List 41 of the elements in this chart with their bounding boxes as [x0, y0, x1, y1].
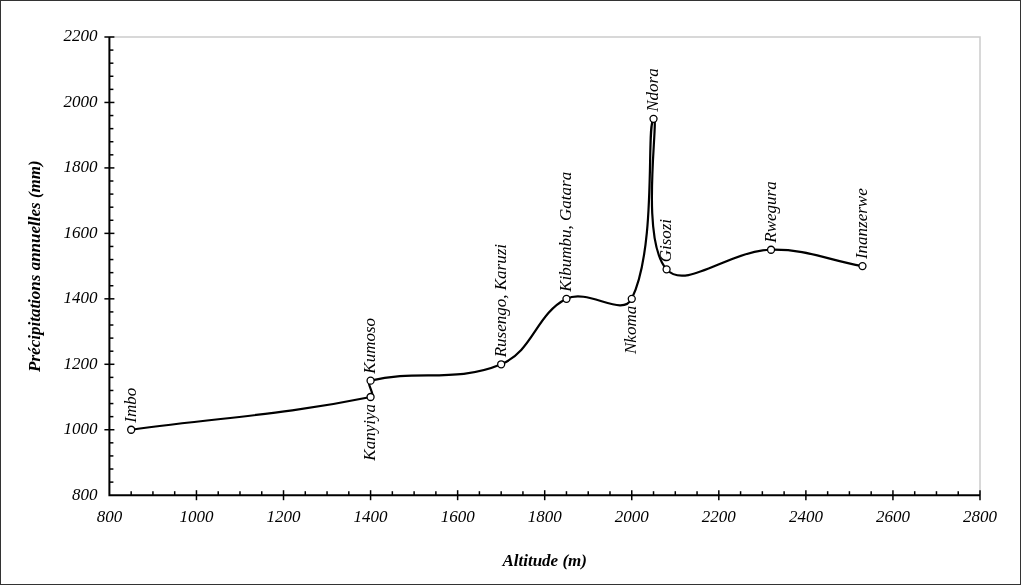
x-tick-label: 2400	[788, 506, 824, 526]
point	[858, 261, 867, 271]
annotation: Inanzerwe	[851, 187, 871, 261]
y-tick-label: 1200	[63, 353, 98, 373]
annotation: Rwegura	[760, 181, 780, 244]
point	[127, 425, 136, 434]
annotation: Kibumbu, Gatara	[555, 171, 575, 293]
x-tick-label: 2200	[701, 506, 737, 526]
x-axis-title: Altitude (m)	[501, 551, 587, 571]
point	[366, 376, 375, 385]
annotation: Nkoma	[621, 305, 641, 355]
point	[662, 265, 671, 274]
x-tick-label: 800	[96, 506, 123, 526]
x-tick-label: 1800	[527, 506, 563, 526]
x-tick-label: 1600	[440, 506, 476, 526]
y-tick-label: 2000	[63, 91, 98, 111]
x-tick-label: 2000	[614, 506, 650, 526]
x-tick-label: 1400	[353, 506, 389, 526]
x-tick-label: 2600	[875, 506, 911, 526]
point	[649, 114, 658, 123]
annotation: Rusengo, Karuzi	[490, 243, 510, 359]
point	[766, 245, 776, 254]
point	[562, 294, 571, 303]
annotation: Gisozi	[656, 218, 676, 263]
annotation: Imbo	[120, 387, 140, 424]
annotation: Ndora	[642, 68, 662, 113]
x-tick-label: 1000	[179, 506, 214, 526]
annotation: Kumoso	[360, 317, 380, 375]
point	[366, 392, 375, 402]
y-tick-label: 2200	[63, 26, 98, 46]
y-tick-label: 1600	[63, 222, 98, 242]
point	[627, 294, 636, 303]
x-tick-label: 1200	[266, 506, 302, 526]
y-axis-title: Précipitations annuelles (mm)	[24, 160, 44, 373]
y-tick-label: 800	[71, 484, 98, 504]
point	[497, 360, 506, 369]
y-tick-label: 1400	[63, 288, 98, 308]
x-tick-label: 2800	[963, 506, 998, 526]
annotation: Kanyiya	[360, 404, 380, 462]
y-tick-label: 1000	[63, 419, 98, 439]
y-tick-label: 1800	[63, 157, 98, 177]
